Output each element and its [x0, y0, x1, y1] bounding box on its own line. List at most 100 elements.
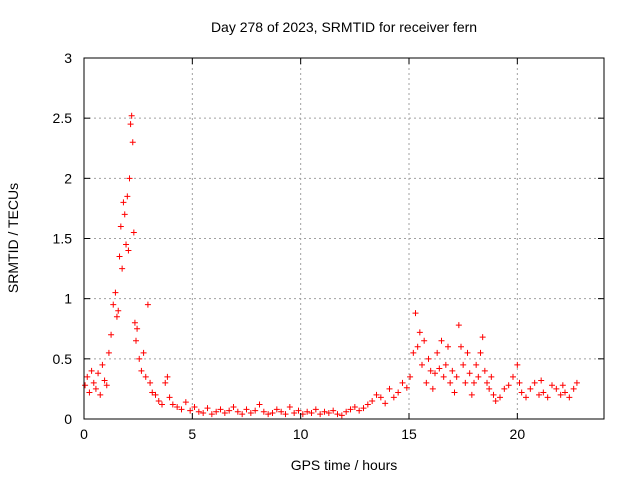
- data-point: [540, 389, 547, 396]
- data-point: [234, 408, 241, 415]
- y-tick-label: 1: [64, 291, 72, 307]
- data-point: [523, 394, 529, 401]
- data-point: [481, 367, 488, 374]
- data-point: [95, 370, 102, 377]
- data-point: [403, 384, 410, 391]
- data-point: [427, 367, 434, 374]
- data-point: [247, 409, 254, 416]
- data-point: [252, 407, 259, 414]
- data-point: [112, 289, 119, 296]
- data-point: [570, 385, 577, 392]
- data-point: [399, 379, 406, 386]
- data-point: [110, 301, 117, 308]
- x-tick-label: 15: [401, 426, 417, 442]
- data-point: [557, 391, 564, 398]
- data-point: [462, 379, 469, 386]
- data-point: [531, 379, 538, 386]
- data-point: [117, 223, 124, 230]
- x-tick-label: 10: [293, 426, 309, 442]
- y-tick-label: 1.5: [53, 231, 73, 247]
- data-point: [423, 379, 430, 386]
- data-point: [260, 408, 267, 415]
- data-point: [347, 406, 354, 413]
- data-point: [501, 385, 508, 392]
- data-point: [312, 406, 319, 413]
- data-point: [133, 337, 139, 344]
- data-point: [286, 403, 293, 410]
- data-point: [90, 379, 97, 386]
- data-point: [438, 337, 445, 344]
- data-point: [308, 409, 315, 416]
- data-point: [334, 411, 341, 418]
- data-point: [330, 407, 337, 414]
- data-point: [484, 379, 490, 386]
- data-point: [120, 199, 127, 206]
- data-point: [149, 389, 156, 396]
- y-tick-label: 0.5: [53, 351, 73, 367]
- y-tick-label: 2.5: [53, 110, 73, 126]
- x-tick-label: 5: [188, 426, 196, 442]
- data-point: [178, 406, 185, 413]
- data-point: [169, 401, 176, 408]
- data-point: [553, 385, 560, 392]
- data-point: [505, 382, 512, 389]
- data-point: [516, 379, 523, 386]
- data-point: [108, 331, 115, 338]
- data-point: [204, 405, 211, 412]
- data-point: [200, 409, 207, 416]
- data-point: [321, 408, 328, 415]
- data-point: [123, 241, 130, 248]
- data-point: [425, 355, 432, 362]
- data-point: [460, 361, 467, 368]
- data-point: [116, 253, 123, 260]
- data-point: [317, 411, 324, 418]
- data-point: [419, 361, 425, 368]
- data-point: [445, 343, 451, 350]
- data-point: [559, 382, 566, 389]
- data-point: [364, 401, 371, 408]
- data-point: [97, 391, 104, 398]
- data-point: [166, 394, 173, 401]
- data-point: [88, 367, 95, 374]
- data-point: [492, 397, 499, 404]
- data-point: [86, 389, 93, 396]
- y-tick-label: 2: [64, 170, 72, 186]
- data-point: [466, 370, 473, 377]
- data-point: [84, 373, 91, 380]
- grid-lines: [84, 58, 604, 419]
- data-point: [140, 349, 147, 356]
- x-tick-label: 20: [510, 426, 526, 442]
- data-point: [226, 407, 233, 414]
- x-axis-label: GPS time / hours: [291, 457, 398, 473]
- data-point: [217, 406, 224, 413]
- data-point: [144, 301, 151, 308]
- data-point: [124, 193, 131, 200]
- data-point: [159, 401, 165, 408]
- data-point: [155, 397, 162, 404]
- data-point: [386, 385, 393, 392]
- data-point: [527, 385, 534, 392]
- data-point: [128, 112, 135, 119]
- data-point: [369, 397, 376, 404]
- data-point: [486, 385, 493, 392]
- data-point: [99, 361, 106, 368]
- data-point: [360, 405, 367, 412]
- data-point: [538, 377, 545, 384]
- data-point: [115, 307, 122, 314]
- data-point: [119, 265, 126, 272]
- data-point: [221, 409, 228, 416]
- data-point: [82, 382, 89, 389]
- data-point: [479, 334, 486, 341]
- data-point: [432, 370, 438, 377]
- data-point: [142, 373, 149, 380]
- data-points: [82, 112, 580, 419]
- data-point: [113, 313, 120, 320]
- data-point: [101, 377, 108, 384]
- y-tick-label: 0: [64, 411, 72, 427]
- data-point: [421, 337, 428, 344]
- data-point: [514, 361, 521, 368]
- data-point: [213, 408, 220, 415]
- data-point: [356, 407, 363, 414]
- data-point: [138, 367, 145, 374]
